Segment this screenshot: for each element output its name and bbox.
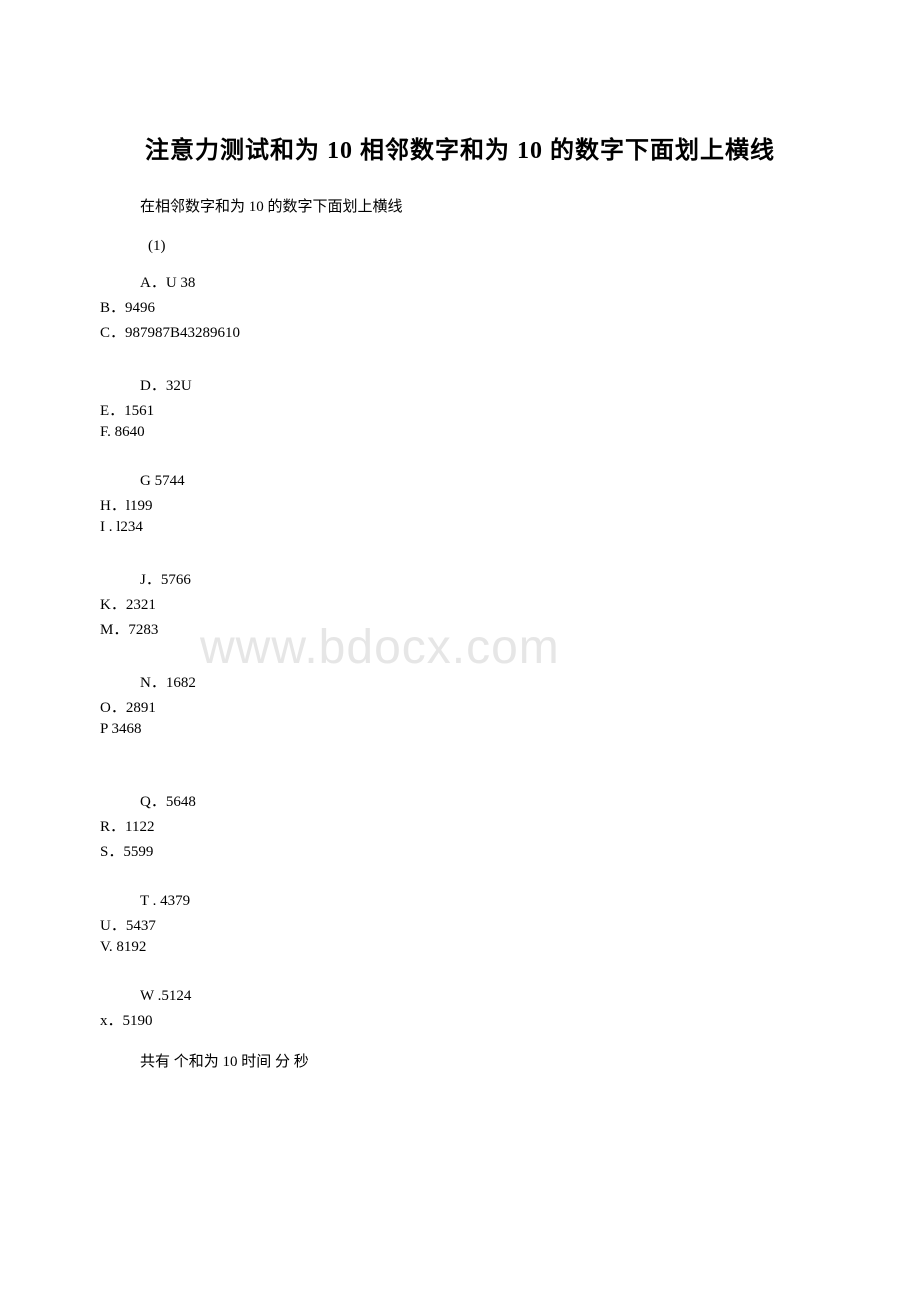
group-spacer (100, 643, 820, 671)
list-item: D．32U (140, 374, 820, 395)
document-title: 注意力测试和为 10 相邻数字和为 10 的数字下面划上横线 (100, 130, 820, 165)
footer-text: 共有 个和为 10 时间 分 秒 (140, 1050, 820, 1071)
list-item: F. 8640 (100, 424, 820, 441)
list-item: P 3468 (100, 721, 820, 738)
list-item: T . 4379 (140, 893, 820, 910)
list-item: R．1122 (100, 815, 820, 836)
group-spacer (100, 540, 820, 568)
list-item: U．5437 (100, 914, 820, 935)
list-item: I . l234 (100, 519, 820, 536)
list-item: K．2321 (100, 593, 820, 614)
list-item: J．5766 (140, 568, 820, 589)
list-item: G 5744 (140, 473, 820, 490)
group-spacer (100, 346, 820, 374)
list-item: N．1682 (140, 671, 820, 692)
list-item: S．5599 (100, 840, 820, 861)
list-item: M．7283 (100, 618, 820, 639)
list-item: x．5190 (100, 1009, 820, 1030)
list-item: C．987987B43289610 (100, 321, 820, 342)
list-item: O．2891 (100, 696, 820, 717)
section-number: (1) (148, 238, 820, 255)
list-item: A．U 38 (140, 271, 820, 292)
list-item: B．9496 (100, 296, 820, 317)
content-groups: A．U 38 B．9496 C．987987B43289610 D．32U E．1561… (100, 271, 820, 1030)
group-spacer (100, 865, 820, 893)
list-item: W .5124 (140, 988, 820, 1005)
list-item: V. 8192 (100, 939, 820, 956)
list-item: Q．5648 (140, 790, 820, 811)
group-spacer (100, 742, 820, 790)
group-spacer (100, 445, 820, 473)
list-item: H．l199 (100, 494, 820, 515)
group-spacer (100, 960, 820, 988)
document-subtitle: 在相邻数字和为 10 的数字下面划上横线 (140, 195, 820, 216)
list-item: E．1561 (100, 399, 820, 420)
